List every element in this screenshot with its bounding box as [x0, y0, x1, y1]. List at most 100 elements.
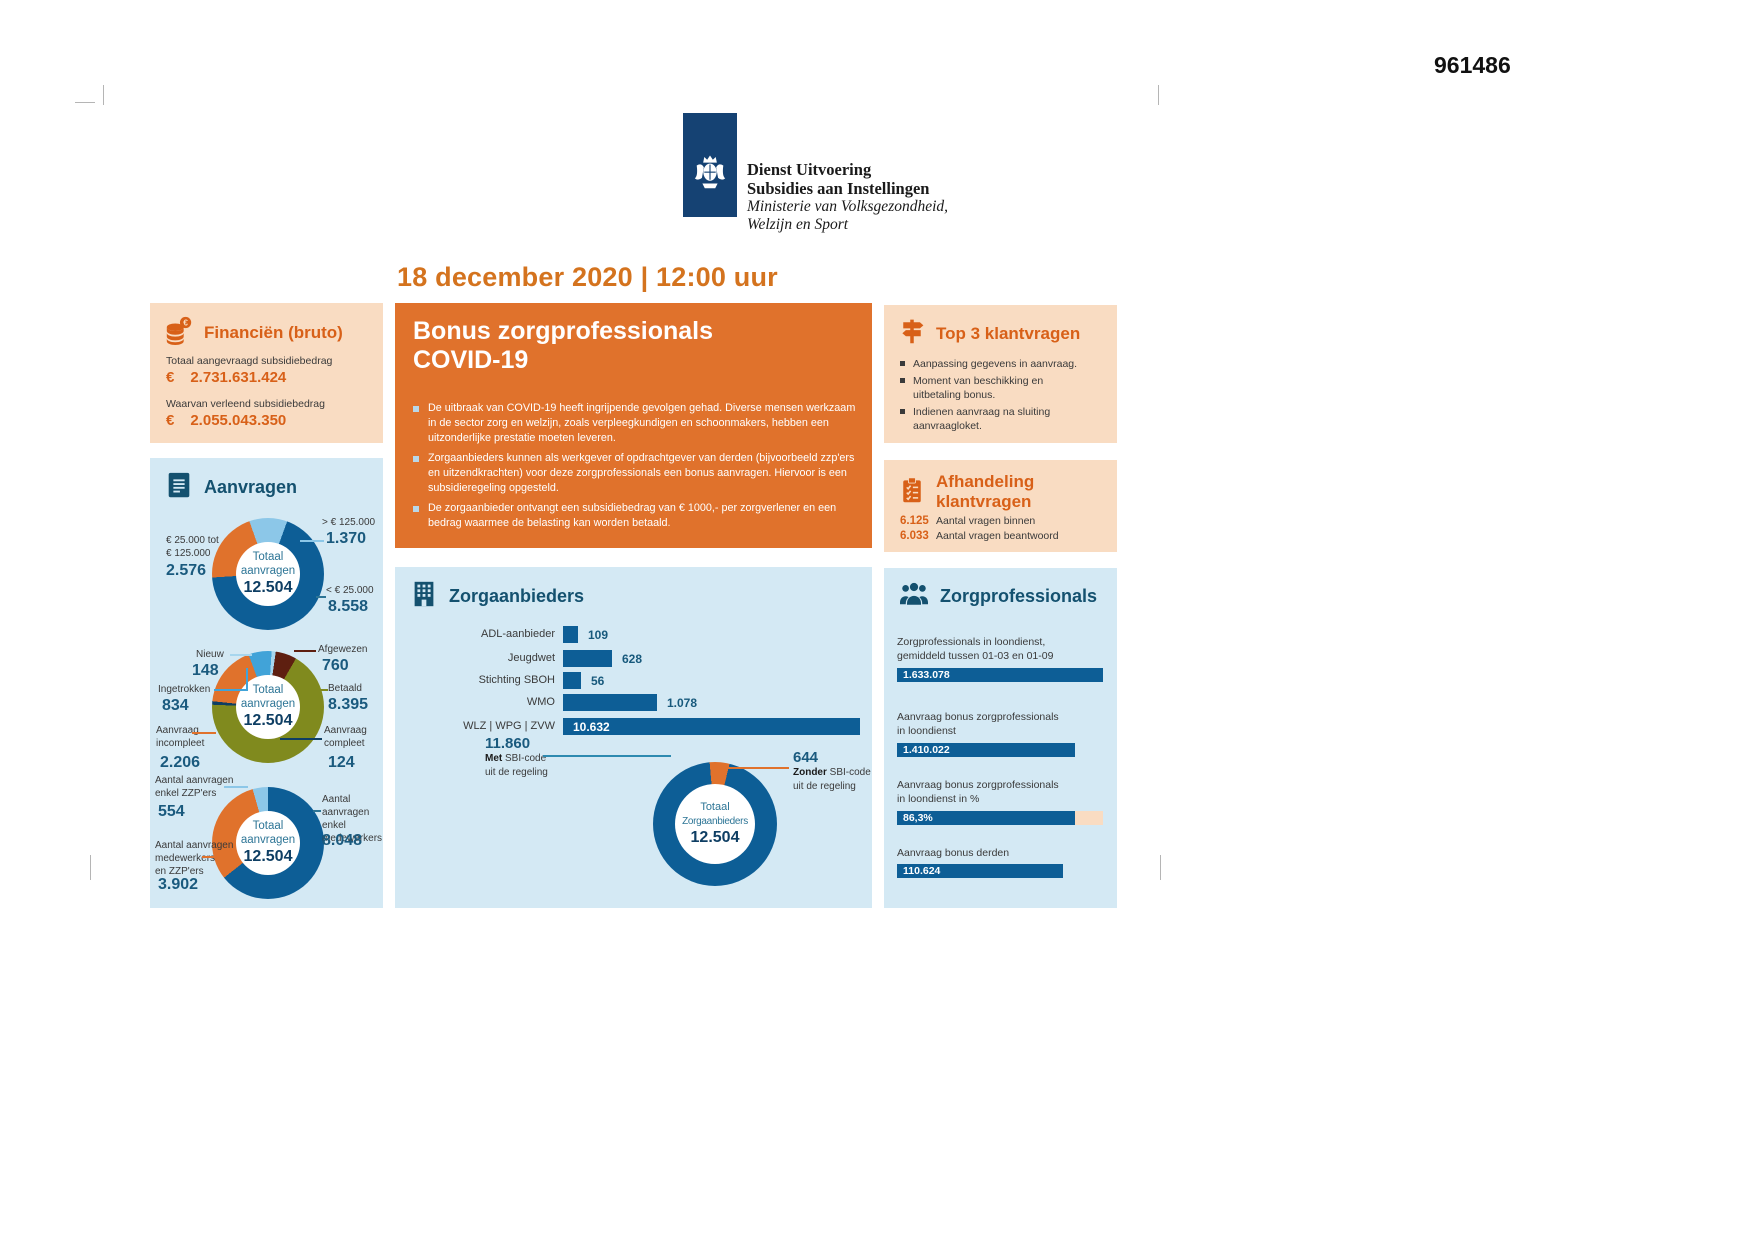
stat-label: Aanvraag bonus derden: [897, 847, 1010, 859]
donut-center-label: aanvragen: [240, 697, 296, 710]
bar-category: ADL-aanbieder: [481, 628, 555, 640]
donut-total: 12.504: [243, 848, 293, 865]
financien-label-verleend: Waarvan verleend subsidiebedrag: [166, 398, 325, 410]
coat-of-arms-icon: [691, 153, 729, 202]
leader-line: [280, 738, 322, 740]
bar-category: WLZ | WPG | ZVW: [463, 720, 555, 732]
stat-bar: 1.633.078: [897, 668, 1103, 682]
segment-label: > € 125.000: [322, 517, 376, 528]
segment-value: 2.576: [166, 562, 207, 579]
donut-center: Totaal aanvragen 12.504: [236, 542, 300, 606]
segment-label: Aanvraag incompleet: [156, 725, 205, 749]
bullet-item: Indienen aanvraag na sluiting aanvraaglo…: [900, 405, 1077, 433]
top3-panel: Top 3 klantvragen Aanpassing gegevens in…: [884, 305, 1117, 443]
afhandeling-row: 6.125 Aantal vragen binnen: [900, 515, 1035, 527]
donut-center-label: aanvragen: [240, 564, 296, 577]
zorgprofessionals-title: Zorgprofessionals: [940, 586, 1098, 606]
amount: 2.731.631.424: [190, 369, 287, 386]
date-heading: 18 december 2020 | 12:00 uur: [397, 262, 778, 292]
segment-label: Ingetrokken: [158, 684, 211, 695]
bar-value: 109: [588, 628, 609, 642]
bullet-item: Zorgaanbieders kunnen als werkgever of o…: [413, 451, 858, 496]
amount: 2.055.043.350: [190, 412, 287, 429]
bar: [563, 694, 657, 711]
bullet-item: De uitbraak van COVID-19 heeft ingrijpen…: [413, 401, 858, 446]
leader-line: [216, 556, 228, 558]
bullet-text: Indienen aanvraag na sluiting aanvraaglo…: [913, 406, 1051, 432]
segment-label-zonder-sbi: 644 Zonder SBI-code uit de regeling: [793, 749, 871, 794]
afhandeling-panel: Afhandeling klantvragen 6.125 Aantal vra…: [884, 460, 1117, 552]
currency-symbol: €: [166, 369, 175, 386]
bar-value: 56: [591, 674, 605, 688]
leader-line: [192, 732, 216, 734]
bar-category: Stichting SBOH: [478, 674, 555, 686]
segment-value: 644: [793, 749, 819, 766]
financien-panel: € Financiën (bruto) Totaal aangevraagd s…: [150, 303, 383, 443]
ministry-line1: Ministerie van Volksgezondheid,: [747, 198, 949, 215]
bullet-square: [900, 361, 905, 366]
leader-line: [300, 540, 324, 542]
bullet-text: De uitbraak van COVID-19 heeft ingrijpen…: [428, 402, 856, 444]
stat-label: Aanvraag bonus zorgprofessionals in loon…: [897, 711, 1059, 737]
bonus-bullet-list: De uitbraak van COVID-19 heeft ingrijpen…: [413, 401, 858, 536]
segment-value: 760: [322, 657, 349, 674]
donut-aanvragen-bedrag: Totaal aanvragen 12.504: [212, 518, 324, 630]
segment-value: 3.902: [158, 876, 199, 893]
segment-label: Betaald: [328, 683, 362, 694]
donut-aanvragen-type: Totaal aanvragen 12.504: [212, 787, 324, 899]
donut-aanvragen-status: Totaal aanvragen 12.504: [212, 651, 324, 763]
bullet-item: De zorgaanbieder ontvangt een subsidiebe…: [413, 501, 858, 531]
bullet-square: [900, 378, 905, 383]
afhandeling-value: 6.125: [900, 515, 929, 527]
segment-label: Afgewezen: [318, 644, 368, 655]
bullet-square: [413, 456, 419, 462]
bullet-square: [900, 409, 905, 414]
coins-icon: €: [164, 315, 194, 350]
bonus-title: Bonus zorgprofessionals COVID-19: [413, 317, 713, 375]
donut-total: 12.504: [243, 712, 293, 729]
bar-value: 10.632: [573, 720, 610, 734]
label-line2: uit de regeling: [793, 781, 856, 792]
segment-value: 124: [328, 754, 355, 771]
segment-label: € 25.000 tot € 125.000: [166, 535, 219, 559]
segment-label-met-sbi: 11.860 Met SBI-code uit de regeling: [485, 735, 548, 780]
segment-value: 834: [162, 697, 189, 714]
segment-label: Aantal aanvragen enkel ZZP'ers: [155, 775, 234, 799]
bonus-panel: Bonus zorgprofessionals COVID-19 De uitb…: [395, 303, 872, 548]
leader-line: [224, 786, 248, 788]
bar: [563, 650, 612, 667]
aanvragen-panel: Aanvragen Totaal aanvragen 12.504 > € 12…: [150, 458, 383, 908]
leader-line: [313, 810, 321, 812]
segment-label: Aantal aanvragen enkel medewerkers: [322, 794, 383, 844]
org-name-line1: Dienst Uitvoering: [747, 160, 872, 179]
bar: [563, 672, 581, 689]
segment-value: 8.048: [322, 832, 363, 849]
donut-center-label: Totaal: [252, 551, 284, 563]
crop-mark: [1158, 85, 1159, 105]
bullet-item: Moment van beschikking en uitbetaling bo…: [900, 374, 1077, 402]
zorgaanbieders-panel: Zorgaanbieders ADL-aanbieder 109 Jeugdwe…: [395, 567, 872, 908]
label-tail: SBI-code: [502, 753, 547, 764]
bar-value: 628: [622, 652, 643, 666]
donut-center-label: Totaal: [252, 684, 284, 696]
bullet-text: Zorgaanbieders kunnen als werkgever of o…: [428, 452, 855, 494]
donut-total: 12.504: [243, 579, 293, 596]
top3-title: Top 3 klantvragen: [936, 323, 1081, 343]
donut-center-label: Totaal: [700, 801, 730, 813]
donut-center: Totaal aanvragen 12.504: [236, 811, 300, 875]
bullet-square: [413, 406, 419, 412]
leader-line: [246, 668, 248, 691]
stat-bar: 110.624: [897, 864, 1063, 878]
bar-category: Jeugdwet: [507, 652, 555, 664]
org-name-line2: Subsidies aan Instellingen: [747, 179, 930, 198]
leader-line: [214, 689, 246, 691]
leader-line: [230, 654, 252, 656]
clipboard-icon: [898, 476, 926, 509]
crop-mark: [90, 855, 91, 880]
crop-mark: [75, 102, 95, 103]
zorgaanbieders-title: Zorgaanbieders: [449, 586, 585, 606]
stat-bar: 86,3%: [897, 811, 1075, 825]
donut-center-label: aanvragen: [240, 833, 296, 846]
stat-label: Zorgprofessionals in loondienst, gemidde…: [897, 636, 1054, 662]
stat-bar: 1.410.022: [897, 743, 1075, 757]
